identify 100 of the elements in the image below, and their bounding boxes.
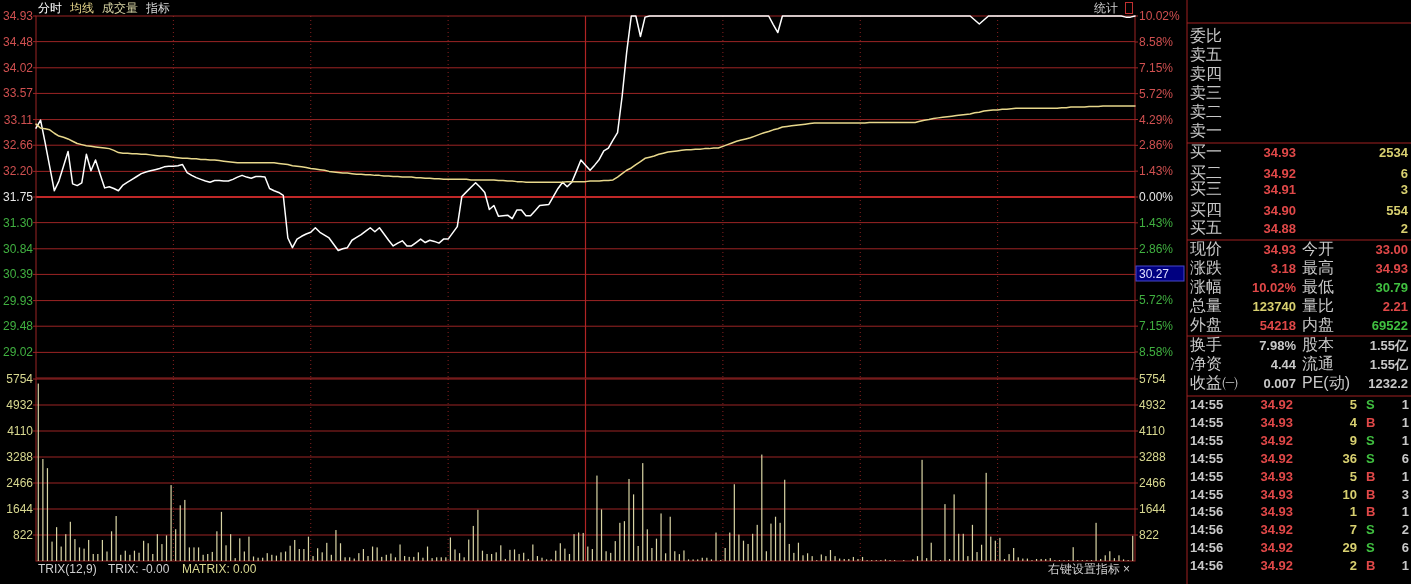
text: 69522: [1371, 318, 1408, 333]
y2-tick-label: 2.86%: [1139, 138, 1174, 153]
text: 4: [1349, 414, 1358, 430]
y-tick-label: 30.39: [2, 267, 34, 282]
text: S: [1366, 522, 1375, 538]
text: 1: [1401, 432, 1409, 448]
text: 34.93: [1263, 145, 1296, 160]
text: 买四: [1190, 201, 1222, 218]
text: 1: [1401, 558, 1409, 574]
text: 10.02%: [1251, 280, 1297, 295]
text: 34.91: [1263, 182, 1296, 197]
text: 1.55亿: [1369, 338, 1409, 353]
text: 分时: [38, 1, 62, 15]
text: 34.93: [1260, 504, 1293, 520]
text: 卖四: [1190, 65, 1222, 82]
text: 14:55: [1190, 432, 1224, 448]
text: 14:56: [1190, 504, 1224, 520]
text: 7.98%: [1259, 338, 1297, 353]
text: 1: [1401, 397, 1409, 412]
text: 34.92: [1260, 397, 1293, 412]
text: 14:56: [1190, 558, 1224, 574]
text: 1: [1401, 414, 1409, 430]
text: 卖五: [1190, 46, 1222, 63]
text: S: [1366, 397, 1375, 412]
y2-tick-label: 10.02%: [1139, 9, 1181, 23]
text: 买五: [1190, 219, 1222, 236]
y2-tick-label: 822: [1139, 528, 1160, 542]
y-tick-label: 822: [12, 528, 34, 542]
y-tick-label: 34.93: [2, 9, 34, 23]
text: 股本: [1302, 336, 1334, 353]
text: 买二: [1190, 164, 1222, 181]
y-tick-label: 29.48: [2, 319, 34, 334]
y2-tick-label: 1.43%: [1139, 215, 1174, 230]
text: 34.88: [1263, 221, 1296, 236]
y2-tick-label: 4932: [1139, 398, 1167, 412]
text: 554: [1386, 203, 1409, 218]
text: 收益㈠: [1190, 374, 1238, 391]
text: 涨幅: [1190, 278, 1222, 295]
text: 最高: [1302, 259, 1334, 276]
text: TRIX(12,9): [38, 562, 97, 576]
text: 34.90: [1263, 203, 1296, 218]
y2-tick-label: 3288: [1139, 450, 1167, 464]
text: 现价: [1190, 240, 1222, 257]
text: 34.93: [1260, 414, 1293, 430]
text: 今开: [1302, 240, 1334, 257]
text: B: [1366, 414, 1376, 430]
y2-tick-label: 7.15%: [1139, 319, 1174, 334]
text: B: [1366, 504, 1376, 520]
text: 36: [1342, 450, 1357, 466]
text: S: [1366, 432, 1375, 448]
y-tick-label: 31.30: [2, 215, 34, 230]
text: 10: [1342, 486, 1357, 502]
text: 量比: [1302, 297, 1334, 314]
text: 30.79: [1375, 280, 1408, 295]
y2-tick-label: 4110: [1139, 424, 1166, 438]
y2-tick-label: 5.72%: [1139, 86, 1174, 101]
y-tick-label: 33.11: [3, 112, 34, 127]
text: S: [1366, 450, 1375, 466]
y-tick-label: 2466: [6, 476, 34, 490]
text: B: [1366, 558, 1376, 574]
text: B: [1366, 468, 1376, 484]
text: TRIX: -0.00: [108, 562, 170, 576]
y2-tick-label: 8.58%: [1139, 35, 1174, 50]
text: 买一: [1190, 143, 1222, 160]
text: 34.92: [1260, 432, 1293, 448]
y-tick-label: 4110: [7, 424, 34, 438]
y-tick-label: 29.93: [2, 293, 34, 308]
text: 5: [1349, 468, 1357, 484]
text: 2: [1349, 558, 1357, 574]
y-tick-label: 4932: [6, 398, 34, 412]
y2-tick-label: 1.43%: [1139, 164, 1174, 179]
text: 均线: [69, 1, 94, 15]
y2-tick-label: 8.58%: [1139, 344, 1174, 359]
y2-tick-label: 1644: [1139, 502, 1167, 516]
y-tick-label: 34.48: [2, 34, 34, 49]
text: 34.92: [1260, 540, 1293, 556]
text: 3: [1401, 486, 1409, 502]
text: B: [1366, 486, 1376, 502]
text: 指标: [145, 1, 170, 15]
text: 34.93: [1263, 242, 1296, 257]
text: 1: [1349, 504, 1357, 520]
text: 卖三: [1190, 84, 1222, 101]
text: 29: [1342, 540, 1357, 556]
y-tick-label: 5754: [6, 372, 34, 386]
text: 14:55: [1190, 450, 1224, 466]
text: 14:56: [1190, 540, 1224, 556]
text: 5: [1349, 397, 1357, 412]
text: 成交量: [102, 1, 138, 15]
y-tick-label: 34.02: [2, 60, 34, 75]
y2-tick-label: 4.29%: [1139, 112, 1174, 127]
text: 2: [1401, 522, 1409, 538]
text: MATRIX: 0.00: [182, 562, 257, 576]
text: 买三: [1190, 180, 1222, 197]
text: 2: [1400, 221, 1408, 236]
text: 4.44: [1270, 357, 1297, 372]
text: 54218: [1259, 318, 1296, 333]
text: 内盘: [1302, 316, 1334, 333]
y2-tick-label: 5754: [1139, 372, 1167, 386]
text: 换手: [1190, 336, 1222, 353]
text: 34.93: [1260, 486, 1293, 502]
